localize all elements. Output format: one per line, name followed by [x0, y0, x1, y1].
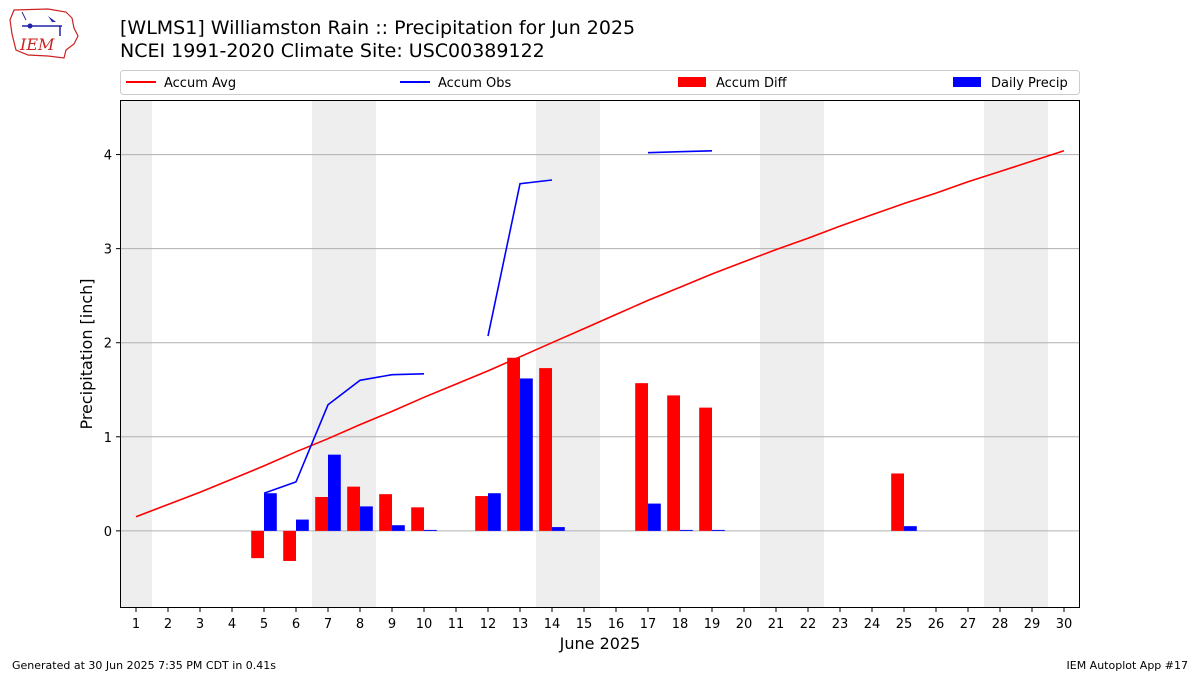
x-tick-label: 25: [896, 617, 913, 632]
accum-obs-line: [487, 179, 553, 337]
x-tick-label: 24: [864, 617, 881, 632]
x-tick-label: 5: [260, 617, 268, 632]
y-tick-label: 2: [104, 337, 112, 352]
y-axis-ticks: 0 1 2 3 4: [104, 149, 120, 540]
x-tick-label: 12: [480, 617, 497, 632]
x-axis-ticks: 1 2 3 4 5 6 7 8 9 10 11 12 13 14 15 16 17 18 19 20 21 22 23 24 2…: [132, 608, 1072, 632]
weekend-band: [760, 100, 792, 608]
page-subtitle: NCEI 1991-2020 Climate Site: USC00389122: [120, 40, 545, 62]
x-tick-label: 15: [576, 617, 593, 632]
y-tick-label: 3: [104, 243, 112, 258]
daily-precip-bar: [328, 454, 341, 531]
x-tick-label: 17: [640, 617, 657, 632]
iem-logo: IEM: [9, 8, 79, 59]
legend-accum-diff-swatch: [678, 77, 706, 87]
weekend-band: [312, 100, 344, 608]
y-tick-label: 0: [104, 525, 112, 540]
x-tick-label: 14: [544, 617, 561, 632]
daily-precip-bar: [392, 525, 405, 531]
daily-precip-bar: [904, 526, 917, 531]
legend-daily-precip-label: Daily Precip: [991, 76, 1068, 91]
weekend-bands: [120, 100, 1048, 608]
accum-diff-bar: [539, 368, 552, 531]
x-tick-label: 1: [132, 617, 140, 632]
x-tick-label: 13: [512, 617, 529, 632]
x-tick-label: 27: [960, 617, 977, 632]
x-tick-label: 19: [704, 617, 721, 632]
x-tick-label: 3: [196, 617, 204, 632]
legend: Accum Avg Accum Obs Accum Diff Daily Precip: [120, 70, 1080, 95]
weekend-band: [568, 100, 600, 608]
legend-accum-avg-label: Accum Avg: [164, 76, 236, 91]
x-tick-label: 16: [608, 617, 625, 632]
x-tick-label: 8: [356, 617, 364, 632]
accum-diff-bar: [379, 494, 392, 531]
accum-avg-line: [135, 150, 1065, 518]
accum-diff-bar: [699, 407, 712, 531]
x-tick-label: 2: [164, 617, 172, 632]
accum-obs-line: [263, 373, 425, 494]
daily-precip-bar: [264, 493, 277, 531]
x-tick-label: 10: [416, 617, 433, 632]
x-tick-label: 28: [992, 617, 1009, 632]
accum-diff-bar: [667, 395, 680, 531]
daily-precip-bar: [552, 527, 565, 531]
legend-accum-obs-label: Accum Obs: [438, 76, 511, 91]
x-tick-label: 6: [292, 617, 300, 632]
daily-precip-bar: [712, 529, 725, 531]
x-tick-label: 29: [1024, 617, 1041, 632]
daily-precip-bar: [296, 519, 309, 531]
series-lines: [135, 150, 1065, 518]
daily-precip-bar: [488, 493, 501, 531]
weekend-band: [120, 100, 152, 608]
legend-frame: [120, 70, 1080, 95]
x-tick-label: 4: [228, 617, 236, 632]
accum-diff-bar: [475, 496, 488, 531]
generated-footer: Generated at 30 Jun 2025 7:35 PM CDT in …: [12, 659, 277, 672]
y-axis-label: Precipitation [inch]: [77, 278, 96, 429]
x-tick-label: 11: [448, 617, 465, 632]
x-tick-label: 26: [928, 617, 945, 632]
app-footer: IEM Autoplot App #17: [1066, 659, 1189, 672]
x-tick-label: 20: [736, 617, 753, 632]
accum-diff-bar: [411, 507, 424, 531]
x-tick-label: 18: [672, 617, 689, 632]
weekend-band: [792, 100, 824, 608]
daily-precip-bar: [680, 529, 693, 531]
accum-diff-bar: [283, 530, 296, 561]
accum-diff-bar: [347, 486, 360, 531]
x-tick-label: 7: [324, 617, 332, 632]
daily-precip-bar: [424, 529, 437, 531]
weekend-band: [1016, 100, 1048, 608]
weekend-band: [536, 100, 568, 608]
weekend-band: [344, 100, 376, 608]
y-tick-label: 1: [104, 431, 112, 446]
accum-obs-line: [647, 150, 713, 154]
plot-frame: [120, 100, 1080, 608]
x-tick-label: 30: [1056, 617, 1073, 632]
daily-precip-bar: [648, 503, 661, 531]
x-axis-label: June 2025: [559, 634, 641, 653]
grid-lines: [120, 154, 1080, 532]
page-title: [WLMS1] Williamston Rain :: Precipitatio…: [120, 17, 636, 39]
x-tick-label: 21: [768, 617, 785, 632]
accum-diff-bar: [635, 383, 648, 531]
daily-precip-bar: [360, 506, 373, 531]
y-tick-label: 4: [104, 149, 112, 164]
logo-text: IEM: [19, 35, 55, 54]
accum-diff-bar: [315, 496, 328, 531]
x-tick-label: 9: [388, 617, 396, 632]
accum-diff-bar: [507, 357, 520, 531]
legend-accum-diff-label: Accum Diff: [716, 76, 788, 91]
accum-diff-bar: [891, 473, 904, 531]
daily-precip-bar: [520, 378, 533, 531]
x-tick-label: 22: [800, 617, 817, 632]
legend-daily-precip-swatch: [953, 77, 981, 87]
bars: [251, 357, 917, 561]
accum-diff-bar: [251, 530, 264, 559]
x-tick-label: 23: [832, 617, 849, 632]
weekend-band: [984, 100, 1016, 608]
